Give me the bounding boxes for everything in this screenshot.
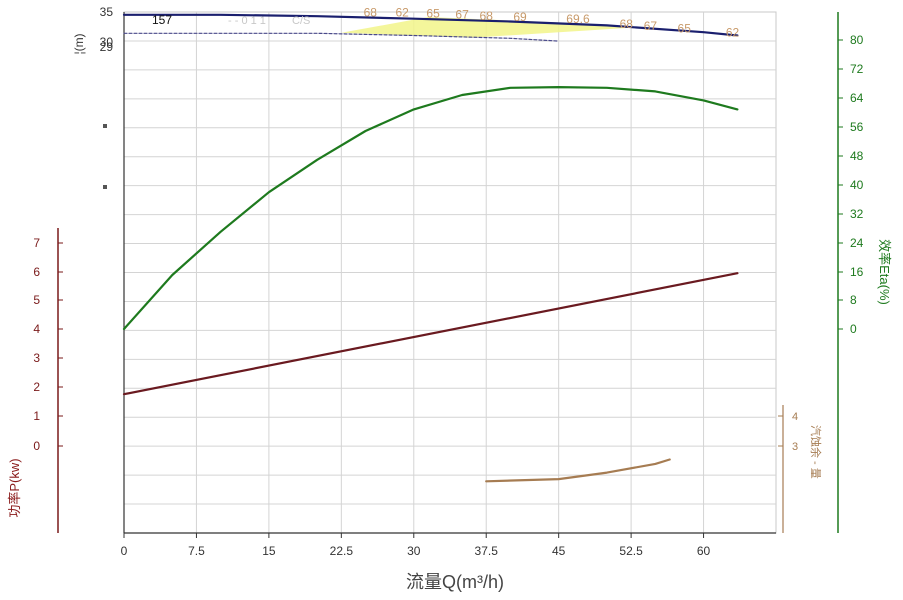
- efficiency-tick-label: 16: [850, 265, 864, 279]
- power-tick-label: 1: [33, 409, 40, 423]
- x-tick-label: 0: [121, 544, 128, 558]
- efficiency-contour-label: 69: [513, 10, 527, 24]
- plot-grid: [123, 11, 777, 534]
- npsh-axis-label: 汽蚀余 - 量: [809, 425, 823, 479]
- power-tick-label: 3: [33, 351, 40, 365]
- x-axis-label: 流量Q(m³/h): [406, 572, 504, 592]
- series-eta-q: [122, 86, 739, 331]
- efficiency-highlight-region: [341, 17, 641, 38]
- x-tick-label: 15: [262, 544, 276, 558]
- efficiency-contour-label: 67: [644, 19, 658, 33]
- chart-labels: 157 - - 0 1 1 C/S 流量Q(m³/h) 功率P(kw) 效率Et…: [7, 5, 892, 592]
- efficiency-tick-label: 32: [850, 207, 864, 221]
- power-tick-label: 5: [33, 293, 40, 307]
- efficiency-contour-label: 65: [678, 22, 692, 36]
- npsh-tick-label: 4: [792, 411, 798, 423]
- x-tick-label: 30: [407, 544, 421, 558]
- efficiency-tick-label: 40: [850, 178, 864, 192]
- data-series: [122, 13, 739, 483]
- efficiency-tick-label: 72: [850, 62, 864, 76]
- series-npsh-q: [485, 458, 671, 483]
- power-tick-label: 6: [33, 265, 40, 279]
- faint-top-label-0: - - 0 1 1: [228, 15, 266, 27]
- efficiency-contour-label: 69.6: [566, 12, 590, 26]
- efficiency-contour-label: 68: [480, 9, 494, 23]
- curve-label-157: 157: [152, 13, 172, 27]
- x-tick-label: 52.5: [619, 544, 643, 558]
- efficiency-tick-label: 0: [850, 322, 857, 336]
- efficiency-tick-label: 56: [850, 120, 864, 134]
- x-tick-label: 45: [552, 544, 566, 558]
- x-tick-label: 60: [697, 544, 711, 558]
- power-tick-label: 4: [33, 322, 40, 336]
- x-tick-label: 37.5: [475, 544, 499, 558]
- head-tick-dot: [103, 124, 107, 128]
- series-h-q-dashed: [123, 32, 560, 42]
- x-tick-label: 22.5: [330, 544, 354, 558]
- head-tick-label: 35: [100, 5, 114, 19]
- series-h-q: [122, 13, 739, 37]
- efficiency-contour-label: 68: [620, 17, 634, 31]
- efficiency-tick-label: 64: [850, 91, 864, 105]
- head-tick-label: 29: [100, 40, 114, 54]
- efficiency-axis-label: 效率Eta(%): [877, 239, 892, 305]
- power-tick-label: 2: [33, 380, 40, 394]
- efficiency-tick-label: 80: [850, 33, 864, 47]
- faint-top-label-1: C/S: [292, 15, 310, 27]
- power-axis-label: 功率P(kw): [7, 458, 22, 517]
- power-tick-label: 0: [33, 439, 40, 453]
- efficiency-contour-label: 68: [364, 5, 378, 19]
- series-p-q: [122, 272, 739, 396]
- efficiency-contour-label: 67: [455, 8, 469, 22]
- efficiency-contour-label: 62: [726, 26, 740, 40]
- efficiency-contour-label: 62: [396, 5, 410, 19]
- head-tick-dot: [103, 185, 107, 189]
- x-tick-label: 7.5: [188, 544, 205, 558]
- power-tick-label: 7: [33, 236, 40, 250]
- efficiency-zone: [341, 17, 641, 38]
- efficiency-tick-label: 24: [850, 236, 864, 250]
- efficiency-tick-label: 48: [850, 149, 864, 163]
- efficiency-contour-label: 65: [426, 7, 440, 21]
- head-axis-label: ¦(m): [72, 33, 86, 54]
- npsh-tick-label: 3: [792, 441, 798, 453]
- head-tick-label: 30: [100, 35, 114, 49]
- plot-axes: 0 7.5 15 22.5 30 37.5 45 52.5 603530297654321080…: [33, 5, 863, 558]
- efficiency-tick-label: 8: [850, 293, 857, 307]
